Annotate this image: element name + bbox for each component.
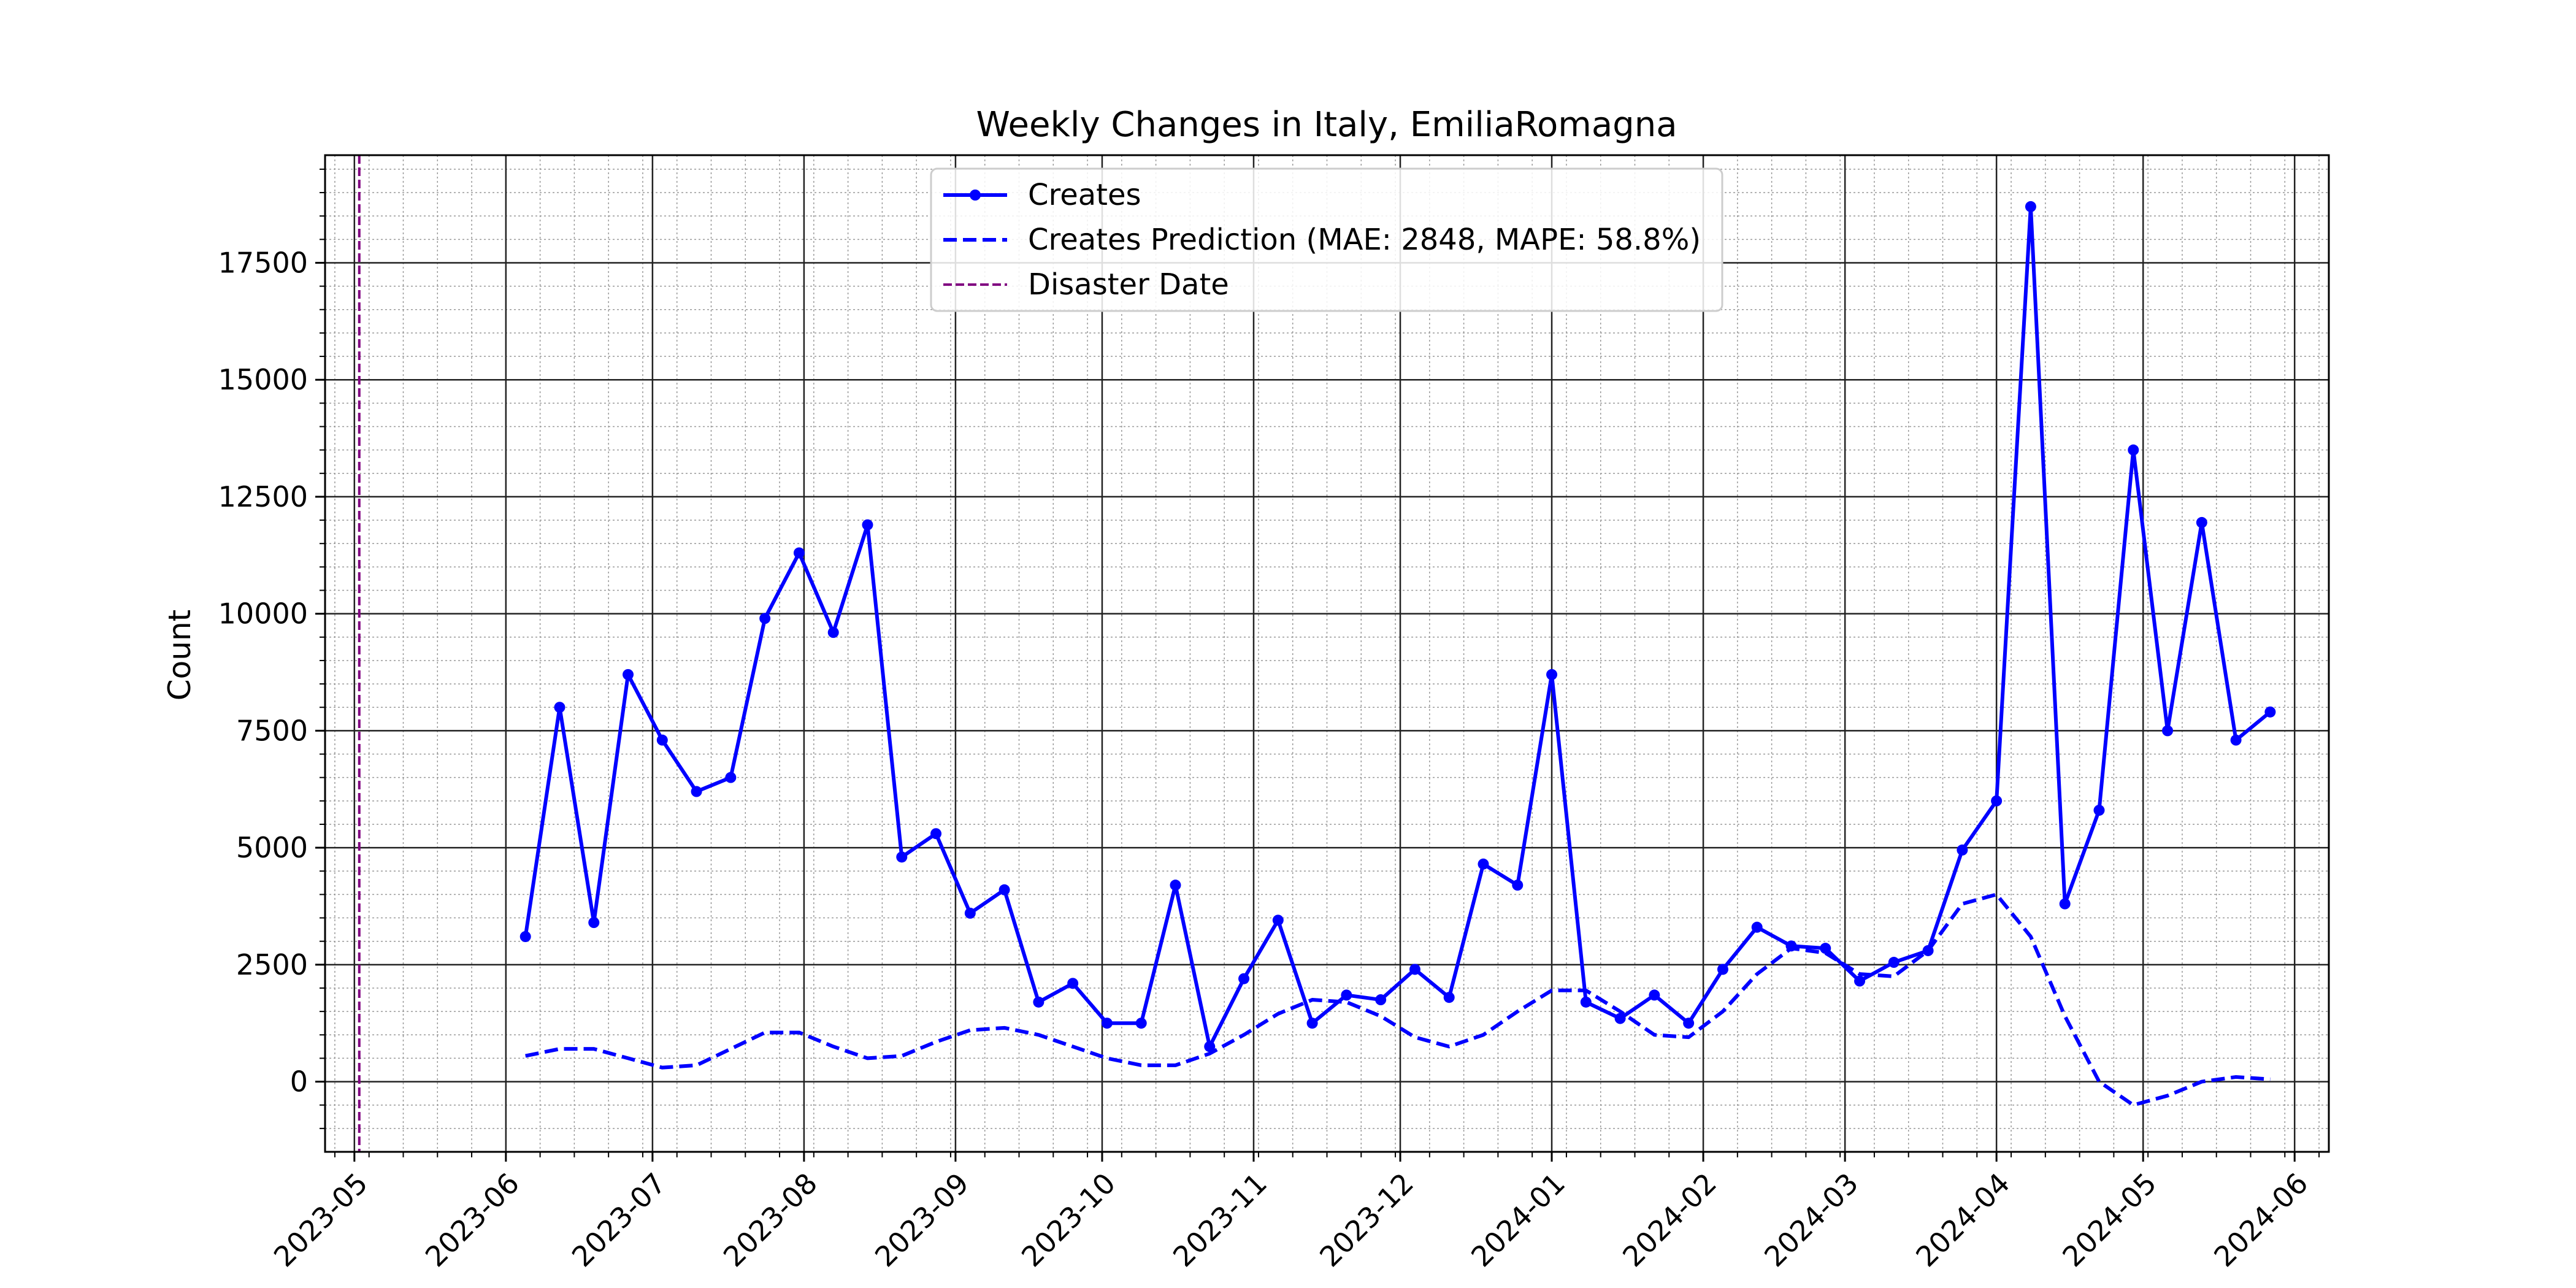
creates-prediction-line bbox=[525, 892, 2271, 1107]
creates-point bbox=[1922, 945, 1934, 956]
y-axis-ticks: 0 2500 5000 7500 10000 12500 15000 17500 bbox=[218, 168, 325, 1129]
creates-point bbox=[519, 931, 531, 943]
creates-point bbox=[1751, 921, 1763, 933]
chart-title: Weekly Changes in Italy, EmiliaRomagna bbox=[976, 105, 1677, 145]
y-tick-label: 5000 bbox=[236, 831, 308, 864]
creates-point bbox=[2059, 898, 2071, 910]
y-axis-label: Count bbox=[162, 610, 197, 701]
creates-point bbox=[1478, 858, 1489, 870]
creates-point bbox=[1204, 1041, 1216, 1052]
legend: Creates Creates Prediction (MAE: 2848, M… bbox=[930, 167, 1723, 312]
legend-creates-label: Creates bbox=[1028, 178, 1141, 212]
creates-point bbox=[2230, 734, 2242, 746]
series-layer bbox=[519, 201, 2276, 1107]
creates-point bbox=[1238, 973, 1250, 984]
legend-prediction-label: Creates Prediction (MAE: 2848, MAPE: 58.… bbox=[1028, 223, 1701, 257]
creates-point bbox=[656, 734, 668, 746]
creates-line bbox=[523, 204, 2272, 1049]
y-tick-label: 15000 bbox=[218, 363, 308, 396]
legend-disaster-label: Disaster Date bbox=[1028, 267, 1229, 302]
legend-creates-marker bbox=[970, 190, 981, 201]
creates-point bbox=[1375, 994, 1387, 1006]
creates-point bbox=[588, 917, 600, 929]
creates-point bbox=[964, 907, 976, 919]
creates-point bbox=[2128, 444, 2139, 456]
minor-grid bbox=[325, 155, 2329, 1152]
y-tick-label: 2500 bbox=[236, 948, 308, 981]
creates-point bbox=[1854, 975, 1866, 987]
creates-point bbox=[759, 613, 771, 624]
creates-point bbox=[1991, 795, 2003, 807]
creates-point bbox=[1443, 992, 1455, 1003]
creates-point bbox=[1170, 880, 1181, 891]
creates-point bbox=[1101, 1018, 1113, 1029]
creates-point bbox=[1546, 669, 1558, 680]
creates-point bbox=[862, 519, 873, 531]
creates-point bbox=[1512, 880, 1524, 891]
creates-point bbox=[1888, 957, 1899, 968]
creates-point bbox=[2162, 725, 2174, 737]
creates-point bbox=[554, 702, 565, 713]
creates-point bbox=[1649, 989, 1660, 1001]
creates-point bbox=[691, 786, 702, 797]
creates-point bbox=[2196, 516, 2207, 528]
creates-point bbox=[725, 772, 737, 783]
creates-point bbox=[2025, 201, 2036, 212]
creates-point bbox=[1717, 964, 1728, 975]
creates-point bbox=[999, 884, 1010, 895]
creates-point bbox=[2093, 805, 2105, 816]
legend-box bbox=[930, 167, 1723, 312]
creates-point bbox=[1820, 943, 1831, 954]
creates-point bbox=[793, 547, 805, 559]
y-tick-label: 12500 bbox=[218, 480, 308, 513]
creates-point bbox=[896, 851, 908, 863]
creates-point bbox=[1683, 1018, 1695, 1029]
creates-point bbox=[930, 828, 942, 840]
creates-point bbox=[1272, 914, 1284, 926]
creates-point bbox=[1409, 964, 1420, 975]
creates-point bbox=[1341, 989, 1352, 1001]
creates-point bbox=[1614, 1013, 1626, 1024]
creates-point bbox=[827, 627, 839, 638]
creates-point bbox=[1785, 940, 1797, 952]
creates-point bbox=[1306, 1018, 1318, 1029]
creates-point bbox=[1957, 844, 1968, 856]
y-tick-label: 10000 bbox=[218, 597, 308, 631]
creates-point bbox=[1067, 978, 1079, 989]
creates-point bbox=[1033, 996, 1045, 1008]
y-tick-label: 17500 bbox=[218, 246, 308, 279]
creates-point bbox=[1580, 996, 1592, 1008]
y-tick-label: 0 bbox=[290, 1065, 308, 1098]
creates-point bbox=[2264, 706, 2276, 718]
creates-point bbox=[623, 669, 634, 680]
y-tick-label: 7500 bbox=[236, 714, 308, 747]
creates-point bbox=[1135, 1018, 1147, 1029]
